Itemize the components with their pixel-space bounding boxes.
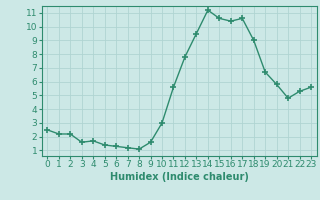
X-axis label: Humidex (Indice chaleur): Humidex (Indice chaleur)	[110, 172, 249, 182]
